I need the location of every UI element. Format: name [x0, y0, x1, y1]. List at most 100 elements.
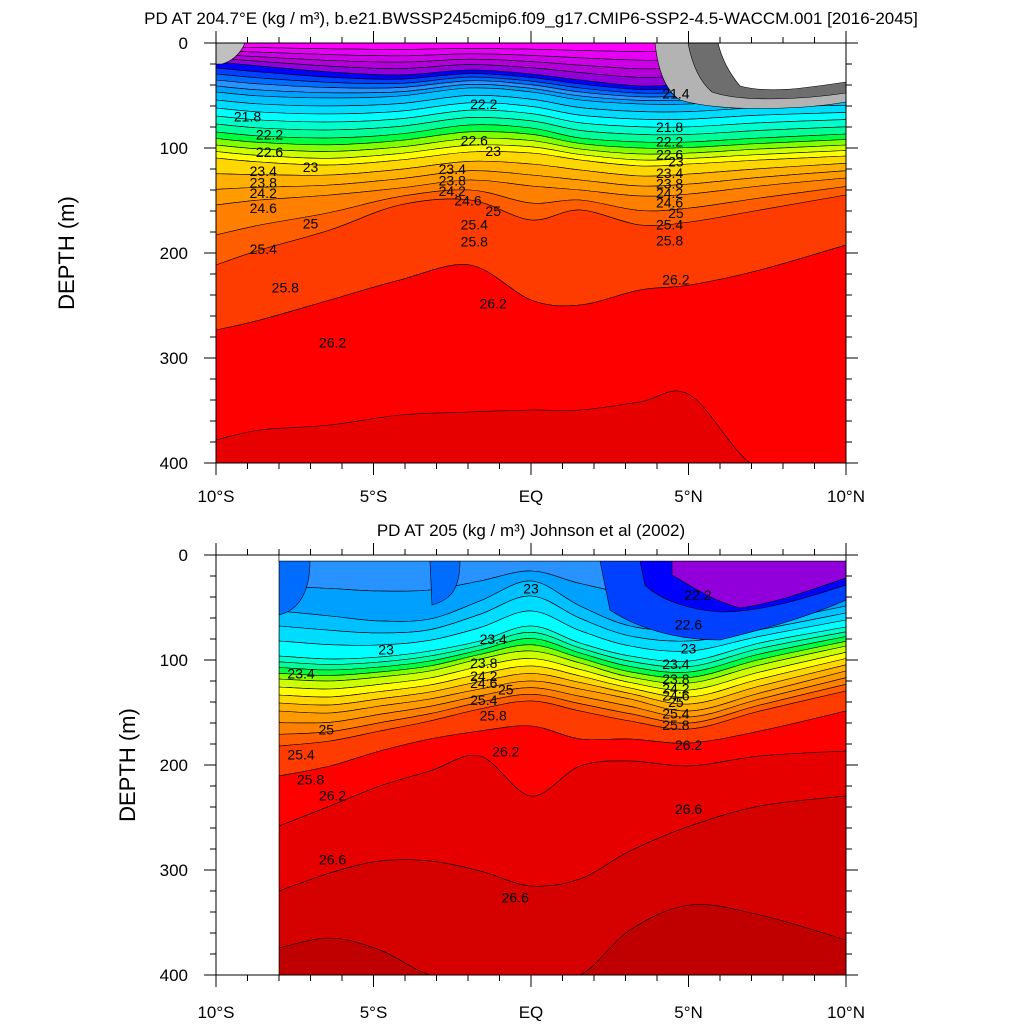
- contour-label: 23.4: [439, 161, 466, 177]
- x-tick-label: 5°S: [360, 1003, 388, 1022]
- contour-label: 24.6: [454, 193, 481, 209]
- contour-band-29: [278, 555, 846, 562]
- contour-band-28: [216, 555, 280, 975]
- contour-label: 21.8: [234, 109, 261, 125]
- contour-band-32: [717, 43, 846, 91]
- contour-label: 26.2: [319, 334, 346, 350]
- contour-label: 23: [378, 642, 394, 658]
- plot-area: [216, 43, 846, 463]
- contour-label: 26.2: [675, 737, 702, 753]
- x-tick-label: 10°N: [827, 487, 865, 506]
- contour-label: 25: [668, 694, 684, 710]
- y-axis-label: DEPTH (m): [54, 196, 79, 310]
- chart-title: PD AT 205 (kg / m³) Johnson et al (2002): [377, 521, 685, 540]
- x-tick-label: 5°N: [674, 487, 703, 506]
- contour-label: 21.8: [656, 119, 683, 135]
- contour-label: 23.4: [656, 165, 683, 181]
- contour-label: 23.4: [287, 666, 314, 682]
- contour-label: 24.6: [656, 195, 683, 211]
- contour-label: 23.8: [662, 671, 689, 687]
- y-axis-label: DEPTH (m): [115, 708, 140, 822]
- y-tick-label: 300: [160, 861, 188, 880]
- contour-labels: 23.4232525.425.826.226.62323.423.824.224…: [287, 581, 711, 906]
- contour-band-25: [671, 560, 846, 609]
- contour-label: 25.4: [250, 241, 277, 257]
- contour-label: 25: [318, 721, 334, 737]
- contour-label: 25: [668, 205, 684, 221]
- axis-ticks: [204, 31, 858, 475]
- contour-band-22: [278, 904, 846, 975]
- contour-label: 24.2: [662, 680, 689, 696]
- contour-label: 24.6: [250, 200, 277, 216]
- x-tick-label: 5°S: [360, 487, 388, 506]
- x-tick-label: 5°N: [674, 1003, 703, 1022]
- contour-label: 23: [681, 640, 697, 656]
- contour-label: 23: [668, 154, 684, 170]
- contour-label: 24.2: [470, 668, 497, 684]
- contour-labels: 21.822.222.62323.423.824.224.62525.425.8…: [234, 85, 690, 350]
- contour-label: 24.2: [439, 183, 466, 199]
- x-tick-label: 10°S: [197, 487, 234, 506]
- contour-label: 26.6: [319, 852, 346, 868]
- contour-label: 25: [485, 203, 501, 219]
- contour-label: 25.8: [656, 232, 683, 248]
- contour-label: 22.6: [656, 146, 683, 162]
- contour-label: 23: [523, 581, 539, 597]
- contour-label: 23.8: [656, 176, 683, 192]
- contour-label: 23.8: [470, 655, 497, 671]
- contour-label: 24.6: [662, 688, 689, 704]
- y-tick-label: 400: [160, 454, 188, 473]
- chart-panel-2: 10°S 5°S EQ 5°N 10°N 0 100 200 300 400 DEPTH (m) PD…: [115, 521, 865, 1022]
- contour-label: 25.8: [272, 280, 299, 296]
- y-tick-label: 100: [160, 651, 188, 670]
- chart-panel-1: 10°S 5°S EQ 5°N 10°N 0 100 200 300 400 DEPTH (m) PD…: [54, 9, 918, 506]
- contour-label: 22.6: [675, 616, 702, 632]
- plot-area: [216, 555, 846, 975]
- contour-label: 24.2: [656, 185, 683, 201]
- contour-label: 24.2: [250, 185, 277, 201]
- contour-label: 22.6: [256, 144, 283, 160]
- contour-label: 25.8: [662, 717, 689, 733]
- chart-title: PD AT 204.7°E (kg / m³), b.e21.BWSSP245c…: [144, 9, 918, 28]
- contour-band-29: [216, 43, 246, 65]
- contour-label: 23: [485, 143, 501, 159]
- contour-label: 25.8: [480, 708, 507, 724]
- contour-label: 25: [498, 681, 514, 697]
- contour-label: 26.2: [492, 743, 519, 759]
- contour-band-26: [278, 560, 311, 616]
- contour-label: 23.4: [662, 656, 689, 672]
- y-tick-label: 200: [160, 244, 188, 263]
- contour-label: 24.6: [470, 675, 497, 691]
- y-tick-label: 400: [160, 966, 188, 985]
- y-tick-label: 300: [160, 349, 188, 368]
- contour-label: 23.4: [250, 163, 277, 179]
- contour-label: 22.2: [684, 587, 711, 603]
- y-tick-label: 0: [179, 34, 188, 53]
- contour-label: 25.4: [461, 217, 488, 233]
- contour-label: 22.6: [461, 133, 488, 149]
- x-tick-label: EQ: [519, 487, 544, 506]
- contour-label: 25.8: [461, 233, 488, 249]
- x-tick-label: EQ: [519, 1003, 544, 1022]
- x-tick-label: 10°S: [197, 1003, 234, 1022]
- y-tick-label: 200: [160, 756, 188, 775]
- contour-label: 21.4: [662, 85, 689, 101]
- contour-label: 22.2: [256, 126, 283, 142]
- contour-label: 23.8: [250, 175, 277, 191]
- contour-label: 25.4: [656, 217, 683, 233]
- contour-label: 23: [303, 159, 319, 175]
- contour-label: 25: [303, 216, 319, 232]
- contour-label: 25.4: [470, 692, 497, 708]
- contour-band-28: [216, 390, 846, 463]
- contour-label: 23.4: [480, 631, 507, 647]
- contour-label: 26.2: [480, 295, 507, 311]
- contour-label: 22.2: [470, 96, 497, 112]
- contour-label: 26.6: [675, 801, 702, 817]
- contour-label: 26.2: [662, 271, 689, 287]
- y-tick-label: 0: [179, 546, 188, 565]
- contour-label: 26.2: [319, 787, 346, 803]
- contour-label: 25.8: [297, 772, 324, 788]
- y-tick-label: 100: [160, 139, 188, 158]
- contour-label: 25.4: [662, 706, 689, 722]
